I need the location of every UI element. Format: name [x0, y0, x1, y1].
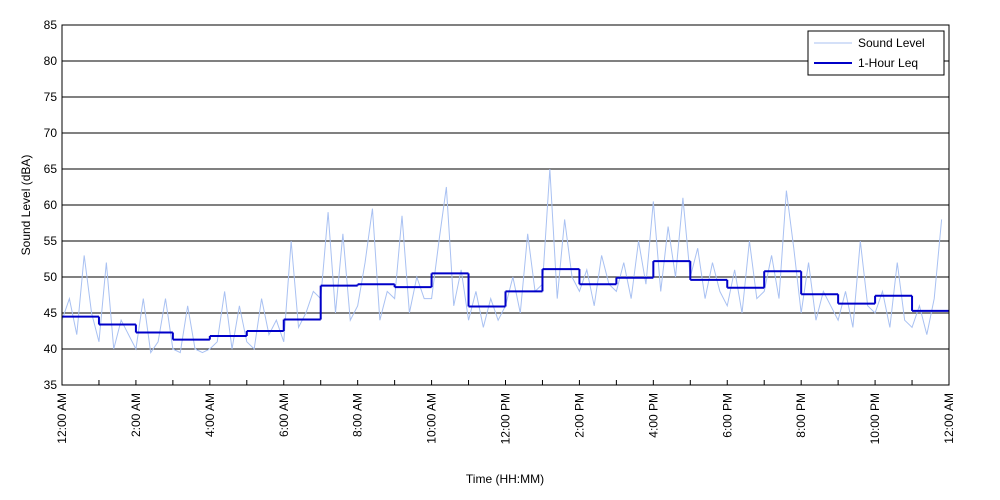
plot-frame: [61, 24, 950, 386]
legend-box: [807, 30, 945, 76]
y-tick-label: 65: [44, 162, 58, 176]
x-tick-label: 6:00 AM: [277, 393, 291, 437]
y-tick-label: 55: [44, 234, 58, 248]
y-tick-label: 45: [44, 306, 58, 320]
x-tick-label: 8:00 AM: [351, 393, 365, 437]
x-tick-label: 10:00 AM: [425, 393, 439, 444]
x-tick-label: 10:00 PM: [868, 393, 882, 444]
x-tick-label: 8:00 PM: [794, 393, 808, 438]
leq-riser: [97, 261, 914, 340]
y-tick-label: 80: [44, 54, 58, 68]
x-tick-label: 2:00 AM: [129, 393, 143, 437]
x-tick-label: 12:00 AM: [942, 393, 956, 444]
x-axis-label: Time (HH:MM): [466, 472, 544, 486]
x-tick-label: 4:00 PM: [646, 393, 660, 438]
y-tick-label: 50: [44, 270, 58, 284]
legend-label: 1-Hour Leq: [858, 56, 918, 70]
y-tick-label: 60: [44, 198, 58, 212]
y-tick-label: 40: [44, 342, 58, 356]
x-tick-label: 12:00 AM: [55, 393, 69, 444]
y-tick-label: 85: [44, 18, 58, 32]
sound-level-line: [61, 168, 943, 354]
x-tick-label: 6:00 PM: [720, 393, 734, 438]
y-tick-label: 70: [44, 126, 58, 140]
x-tick-label: 4:00 AM: [203, 393, 217, 437]
legend-label: Sound Level: [858, 36, 925, 50]
y-axis-label: Sound Level (dBA): [19, 155, 33, 256]
x-tick-label: 12:00 PM: [499, 393, 513, 444]
y-tick-label: 75: [44, 90, 58, 104]
x-tick-label: 2:00 PM: [572, 393, 586, 438]
y-tick-label: 35: [44, 378, 58, 392]
